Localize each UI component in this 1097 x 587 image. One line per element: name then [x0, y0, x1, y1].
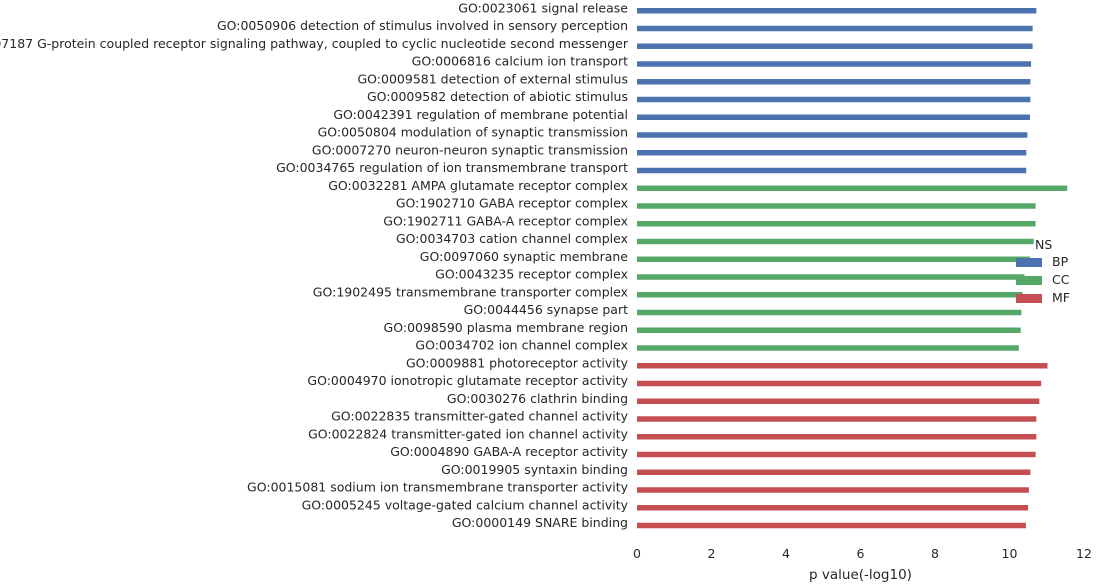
bar-cc — [637, 274, 1025, 280]
bars — [637, 8, 1068, 529]
category-label: GO:0050906 detection of stimulus involve… — [217, 18, 628, 33]
bar-cc — [637, 292, 1023, 298]
category-label: GO:0015081 sodium ion transmembrane tran… — [247, 480, 629, 495]
x-tick-label: 4 — [782, 546, 790, 561]
bar-cc — [637, 327, 1021, 333]
legend-swatch-mf — [1016, 294, 1042, 303]
category-label: GO:0009881 photoreceptor activity — [406, 355, 629, 370]
category-label: GO:0000149 SNARE binding — [452, 515, 628, 530]
legend-swatch-bp — [1016, 258, 1042, 267]
category-label: GO:0030276 clathrin binding — [447, 391, 628, 406]
bar-bp — [637, 150, 1027, 156]
category-label: GO:1902495 transmembrane transporter com… — [313, 284, 628, 299]
x-axis-title: p value(-log10) — [809, 567, 912, 583]
bar-cc — [637, 203, 1036, 209]
category-label: GO:0032281 AMPA glutamate receptor compl… — [328, 178, 628, 193]
bar-cc — [637, 345, 1019, 351]
bar-bp — [637, 8, 1037, 14]
bar-mf — [637, 416, 1037, 422]
bar-mf — [637, 380, 1042, 387]
legend-label: BP — [1052, 254, 1069, 269]
category-label: GO:1902710 GABA receptor complex — [396, 196, 628, 211]
category-labels: GO:0023061 signal release GO:0050906 dete… — [0, 0, 629, 530]
x-tick-label: 6 — [857, 546, 865, 561]
category-label: GO:0034765 regulation of ion transmembra… — [276, 160, 628, 175]
x-tick-label: 8 — [931, 546, 939, 561]
category-label: GO:0050804 modulation of synaptic transm… — [318, 125, 628, 140]
bar-mf — [637, 398, 1040, 404]
category-label: GO:0022824 transmitter-gated ion channel… — [308, 426, 629, 441]
bar-bp — [637, 79, 1031, 85]
category-label: GO:0004890 GABA-A receptor activity — [390, 444, 628, 459]
category-label: GO:0009581 detection of external stimulu… — [358, 71, 629, 86]
legend-title: NS — [1035, 237, 1052, 252]
category-label: GO:0044456 synapse part — [464, 302, 628, 317]
category-label: GO:0034703 cation channel complex — [396, 231, 628, 246]
bar-cc — [637, 238, 1034, 245]
bar-mf — [637, 522, 1026, 529]
bar-cc — [637, 185, 1068, 191]
category-label: GO:0019905 syntaxin binding — [441, 462, 628, 477]
legend-swatch-cc — [1016, 276, 1042, 285]
x-tick-label: 10 — [1002, 546, 1018, 561]
category-label: GO:0005245 voltage-gated calcium channel… — [302, 497, 629, 512]
category-label: GO:0004970 ionotropic glutamate receptor… — [307, 373, 628, 388]
bar-cc — [637, 221, 1036, 227]
bar-mf — [637, 469, 1031, 475]
category-label: GO:0098590 plasma membrane region — [384, 320, 628, 335]
category-label: GO:0043235 receptor complex — [435, 267, 628, 282]
category-label: GO:0007270 neuron-neuron synaptic transm… — [312, 142, 628, 157]
bar-bp — [637, 132, 1028, 138]
category-label: GO:0023061 signal release — [458, 0, 628, 15]
legend-label: MF — [1052, 290, 1070, 305]
bar-bp — [637, 43, 1033, 49]
category-label: GO:0022835 transmitter-gated channel act… — [331, 409, 628, 424]
bar-mf — [637, 451, 1036, 458]
category-label: GO:1902711 GABA-A receptor complex — [383, 213, 628, 228]
category-label: GO:0009582 detection of abiotic stimulus — [367, 89, 628, 104]
x-tick-label: 0 — [633, 546, 641, 561]
bar-mf — [637, 487, 1029, 493]
x-tick-label: 2 — [708, 546, 716, 561]
category-label: GO:0097060 synaptic membrane — [420, 249, 629, 264]
x-tick-label: 12 — [1076, 546, 1092, 561]
category-label: GO:0034702 ion channel complex — [415, 338, 628, 353]
x-axis-ticks: 0 2 4 6 8 10 12 — [633, 546, 1092, 561]
bar-cc — [637, 256, 1030, 262]
category-label: GO:0006816 calcium ion transport — [412, 54, 628, 69]
bar-bp — [637, 96, 1031, 103]
bar-bp — [637, 114, 1030, 120]
bar-mf — [637, 434, 1037, 440]
category-label: GO:0007187 G-protein coupled receptor si… — [0, 36, 629, 51]
bar-bp — [637, 25, 1033, 32]
legend-label: CC — [1052, 272, 1070, 287]
bar-bp — [637, 61, 1032, 67]
bar-bp — [637, 167, 1027, 174]
bar-mf — [637, 363, 1048, 369]
bar-cc — [637, 309, 1022, 316]
category-label: GO:0042391 regulation of membrane potent… — [333, 107, 628, 122]
bar-mf — [637, 505, 1029, 511]
